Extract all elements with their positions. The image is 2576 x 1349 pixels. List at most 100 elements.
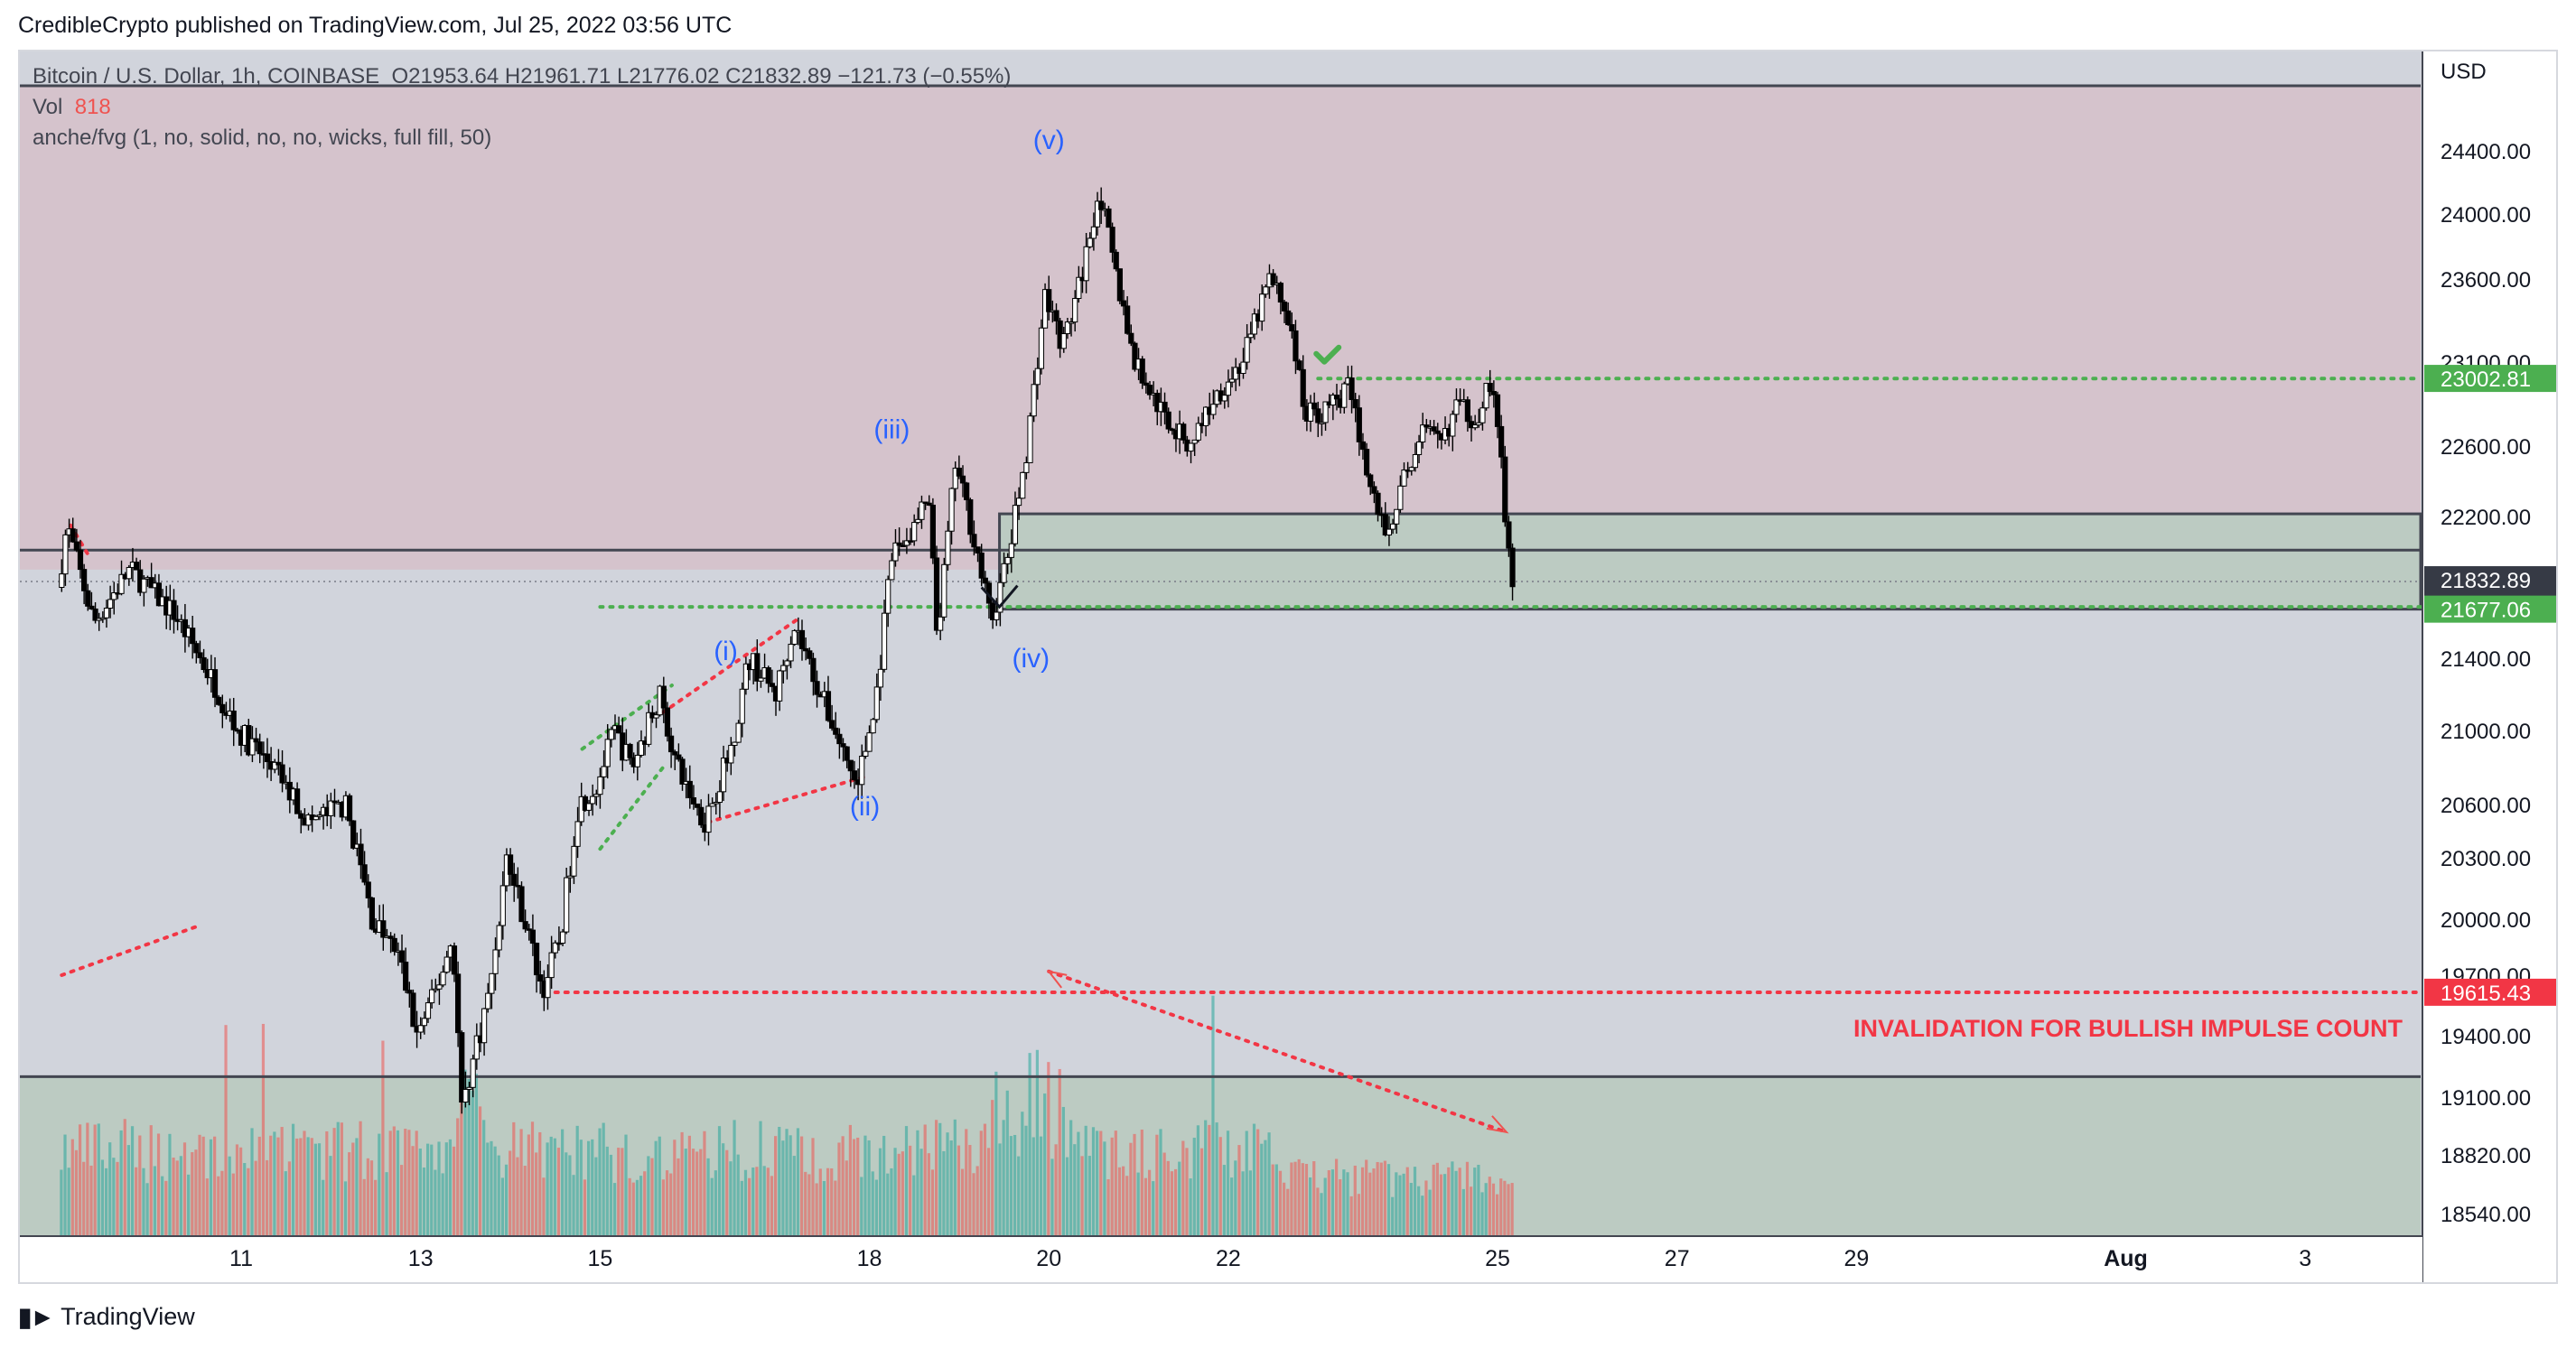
candle [350,820,357,850]
price-chart[interactable]: (i) (ii) (iii) (iv) (v) INVALIDATION FOR BULL… [20,51,2556,1282]
volume-bar [1510,1183,1514,1236]
candle-body [1423,424,1430,428]
volume-bar [1189,1178,1192,1236]
x-tick-label: 11 [229,1246,253,1271]
candle [705,794,712,846]
volume-bar [396,1130,400,1236]
candle-body [1494,394,1501,427]
volume-bar [1096,1130,1099,1236]
volume-bar [886,1173,890,1236]
current-price-label: 21832.89 [2441,569,2531,593]
volume-bar [994,1071,998,1236]
candle-body [863,750,869,757]
candle-body [1277,283,1283,303]
wedge-lower-green [598,766,665,851]
candle-body [496,925,502,951]
candle-body [574,821,581,847]
candle [840,738,846,762]
candle-body [1165,411,1171,430]
candle-body [694,803,701,808]
candle-body [1408,467,1414,471]
candle-body [141,578,147,593]
candle [844,746,850,768]
candle [216,694,222,706]
volume-bar [1185,1148,1189,1236]
axes-layer: USD24400.0024000.0023600.0023100.0022600… [20,51,2556,1282]
volume-bar [658,1136,661,1236]
volume-bar [1009,1136,1013,1236]
volume-bar [1237,1145,1241,1236]
candle [443,951,450,974]
candle [1094,191,1101,236]
candle-body [1094,200,1101,228]
volume-bar [385,1172,388,1236]
y-tick-label: 24000.00 [2441,203,2531,228]
candle [634,741,640,781]
volume-bar [938,1122,942,1236]
candle-body [780,665,787,672]
candle-body [1046,289,1052,312]
publisher-caption: CredibleCrypto published on TradingView.… [18,13,733,38]
volume-bar [493,1146,497,1236]
candle [604,723,611,779]
volume-bar [1039,1136,1043,1236]
candle-body [1128,332,1134,344]
volume-bar [1133,1133,1136,1236]
candle [1453,388,1460,423]
volume-bar [104,1168,108,1236]
chart-panel[interactable]: (i) (ii) (iii) (iv) (v) INVALIDATION FOR BULL… [18,50,2558,1284]
candle [1509,543,1516,601]
candle-body [481,1008,488,1044]
volume-bar [1087,1156,1091,1236]
volume-bar [781,1140,785,1236]
volume-bar [1323,1177,1327,1236]
volume-bar [677,1158,680,1236]
candle-body [765,667,771,684]
candle-body [294,788,301,814]
candle [709,797,715,807]
candle [1464,396,1470,432]
candle-body [601,766,607,777]
candle [948,487,955,545]
volume-bar [789,1135,792,1236]
candle-body [316,814,323,817]
volume-bar [348,1152,351,1236]
volume-bar [703,1130,706,1236]
volume-bar [1327,1170,1330,1236]
volume-bar [351,1142,355,1236]
candle [754,639,761,692]
candle [365,874,371,908]
candle [1221,386,1227,409]
candle [1064,318,1071,340]
candle [1423,418,1430,433]
volume-bar [841,1136,845,1236]
candle [807,647,813,665]
volume-bar [665,1170,669,1236]
candle-body [85,590,91,607]
candle [1359,433,1367,461]
candle [346,793,353,826]
volume-bar [434,1169,437,1236]
volume-bar [490,1140,493,1236]
candle [141,575,147,607]
footer-brand[interactable]: ▮► TradingView [18,1302,195,1332]
volume-bar [568,1155,572,1236]
candle [111,581,117,615]
candle-body [938,616,944,631]
legend-symbol-row: Bitcoin / U.S. Dollar, 1h, COINBASE O219… [33,61,1011,92]
volume-bar [261,1023,266,1236]
volume-bar [504,1164,509,1236]
candle [915,507,921,525]
candle-body [1450,414,1456,437]
candle-body [705,805,712,833]
candle-body [197,652,203,658]
candle [1394,508,1400,535]
candle-body [257,741,263,755]
volume-bar [1122,1166,1125,1236]
volume-bar [247,1168,250,1236]
candle-body [1479,407,1486,423]
candle-body [1259,293,1265,322]
volume-bar [1421,1195,1424,1236]
candle-body [590,795,596,805]
candle [877,655,884,702]
